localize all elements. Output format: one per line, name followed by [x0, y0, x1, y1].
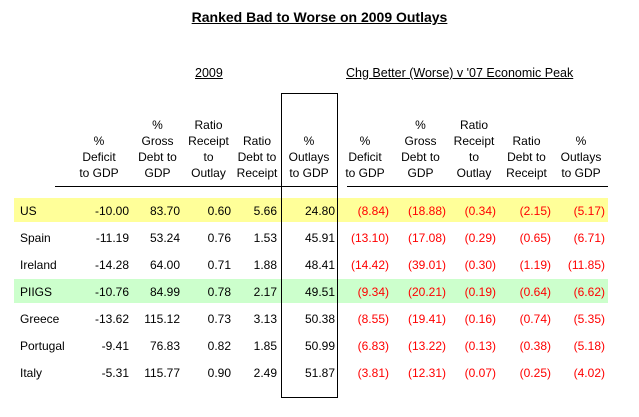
cell-2009: 1.85 [253, 339, 277, 353]
cell-chg: (20.21) [407, 285, 446, 299]
cell-chg: (1.19) [519, 258, 551, 272]
cell-2009: -13.62 [94, 312, 129, 326]
column-header-2009-1: % Gross Debt to GDP [138, 118, 177, 180]
cell-2009: 0.90 [207, 366, 231, 380]
cell-chg: (0.64) [519, 285, 551, 299]
cell-chg: (13.22) [407, 339, 446, 353]
cell-chg: (6.83) [357, 339, 389, 353]
cell-chg: (0.34) [464, 204, 496, 218]
cell-chg: (0.65) [519, 231, 551, 245]
cell-2009: -14.28 [94, 258, 129, 272]
column-header-chg-3: Ratio Debt to Receipt [506, 134, 547, 180]
piigs-row-highlight [14, 279, 608, 303]
row-label: Ireland [20, 258, 57, 272]
cell-chg: (12.31) [407, 366, 446, 380]
row-label: PIIGS [20, 285, 53, 299]
cell-chg: (0.07) [464, 366, 496, 380]
cell-chg: (5.17) [573, 204, 605, 218]
section-label-chg-vs-07-peak: Chg Better (Worse) v '07 Economic Peak [346, 66, 574, 80]
cell-2009: 1.88 [253, 258, 277, 272]
us-row-highlight [14, 198, 608, 222]
row-label: Spain [20, 231, 51, 245]
cell-chg: (8.84) [357, 204, 389, 218]
cell-2009: 50.99 [304, 339, 335, 353]
cell-2009: 49.51 [304, 285, 335, 299]
cell-2009: 5.66 [253, 204, 277, 218]
cell-2009: 83.70 [149, 204, 180, 218]
column-header-2009-3: Ratio Debt to Receipt [236, 134, 278, 180]
data-table-grid: % Deficit to GDP % Gross Debt to GDP Ratio… [14, 93, 608, 387]
left-header-underline [55, 186, 338, 187]
column-header-2009-0: % Deficit to GDP [79, 134, 119, 180]
cell-2009: 1.53 [253, 231, 277, 245]
row-label: Italy [20, 366, 43, 380]
section-label-2009: 2009 [195, 66, 223, 80]
cell-2009: 0.82 [207, 339, 231, 353]
cell-chg: (11.85) [567, 258, 605, 272]
cell-chg: (0.29) [464, 231, 496, 245]
cell-chg: (3.81) [357, 366, 389, 380]
outlays-column-box [281, 93, 338, 398]
row-label: US [20, 204, 37, 218]
cell-chg: (17.08) [407, 231, 446, 245]
cell-chg: (5.18) [573, 339, 605, 353]
cell-chg: (5.35) [573, 312, 605, 326]
cell-chg: (0.74) [519, 312, 551, 326]
cell-2009: 0.76 [207, 231, 231, 245]
cell-chg: (2.15) [519, 204, 551, 218]
cell-2009: 64.00 [149, 258, 180, 272]
cell-2009: 84.99 [149, 285, 180, 299]
cell-chg: (14.42) [350, 258, 389, 272]
cell-2009: 115.77 [144, 366, 180, 380]
cell-2009: 2.49 [253, 366, 277, 380]
cell-chg: (6.62) [573, 285, 605, 299]
cell-2009: 115.12 [144, 312, 180, 326]
cell-2009: 0.60 [207, 204, 231, 218]
cell-2009: 0.78 [207, 285, 231, 299]
column-header-chg-0: % Deficit to GDP [345, 134, 385, 180]
cell-chg: (0.38) [519, 339, 551, 353]
cell-2009: 0.73 [207, 312, 231, 326]
cell-chg: (0.25) [519, 366, 551, 380]
column-header-2009-2: Ratio Receipt to Outlay [188, 118, 229, 180]
column-header-chg-4: % Outlays to GDP [560, 134, 602, 180]
cell-2009: 48.41 [304, 258, 335, 272]
cell-2009: 51.87 [304, 366, 335, 380]
page-title: Ranked Bad to Worse on 2009 Outlays [191, 9, 448, 25]
cell-chg: (0.19) [464, 285, 496, 299]
right-header-underline [347, 186, 608, 187]
cell-chg: (0.13) [464, 339, 496, 353]
cell-2009: 0.71 [207, 258, 231, 272]
cell-2009: -11.19 [95, 231, 129, 245]
row-label: Portugal [20, 339, 65, 353]
cell-2009: 24.80 [304, 204, 335, 218]
cell-2009: 76.83 [149, 339, 180, 353]
row-label: Greece [20, 312, 60, 326]
cell-2009: -9.41 [101, 339, 129, 353]
column-header-chg-1: % Gross Debt to GDP [401, 118, 440, 180]
cell-2009: 45.91 [304, 231, 335, 245]
cell-2009: -10.76 [94, 285, 129, 299]
cell-chg: (18.88) [407, 204, 446, 218]
cell-chg: (0.30) [464, 258, 496, 272]
cell-2009: 53.24 [149, 231, 180, 245]
cell-chg: (4.02) [573, 366, 605, 380]
cell-2009: 50.38 [304, 312, 335, 326]
cell-2009: 3.13 [253, 312, 277, 326]
cell-chg: (6.71) [573, 231, 605, 245]
cell-2009: -10.00 [94, 204, 129, 218]
cell-2009: 2.17 [253, 285, 277, 299]
cell-chg: (9.34) [357, 285, 389, 299]
cell-chg: (39.01) [407, 258, 446, 272]
column-header-chg-2: Ratio Receipt to Outlay [453, 118, 495, 180]
column-header-2009-4: % Outlays to GDP [288, 134, 330, 180]
cell-chg: (8.55) [357, 312, 389, 326]
cell-2009: -5.31 [101, 366, 129, 380]
cell-chg: (19.41) [407, 312, 446, 326]
cell-chg: (0.16) [464, 312, 496, 326]
cell-chg: (13.10) [350, 231, 389, 245]
header-spacer-cell [14, 93, 66, 198]
